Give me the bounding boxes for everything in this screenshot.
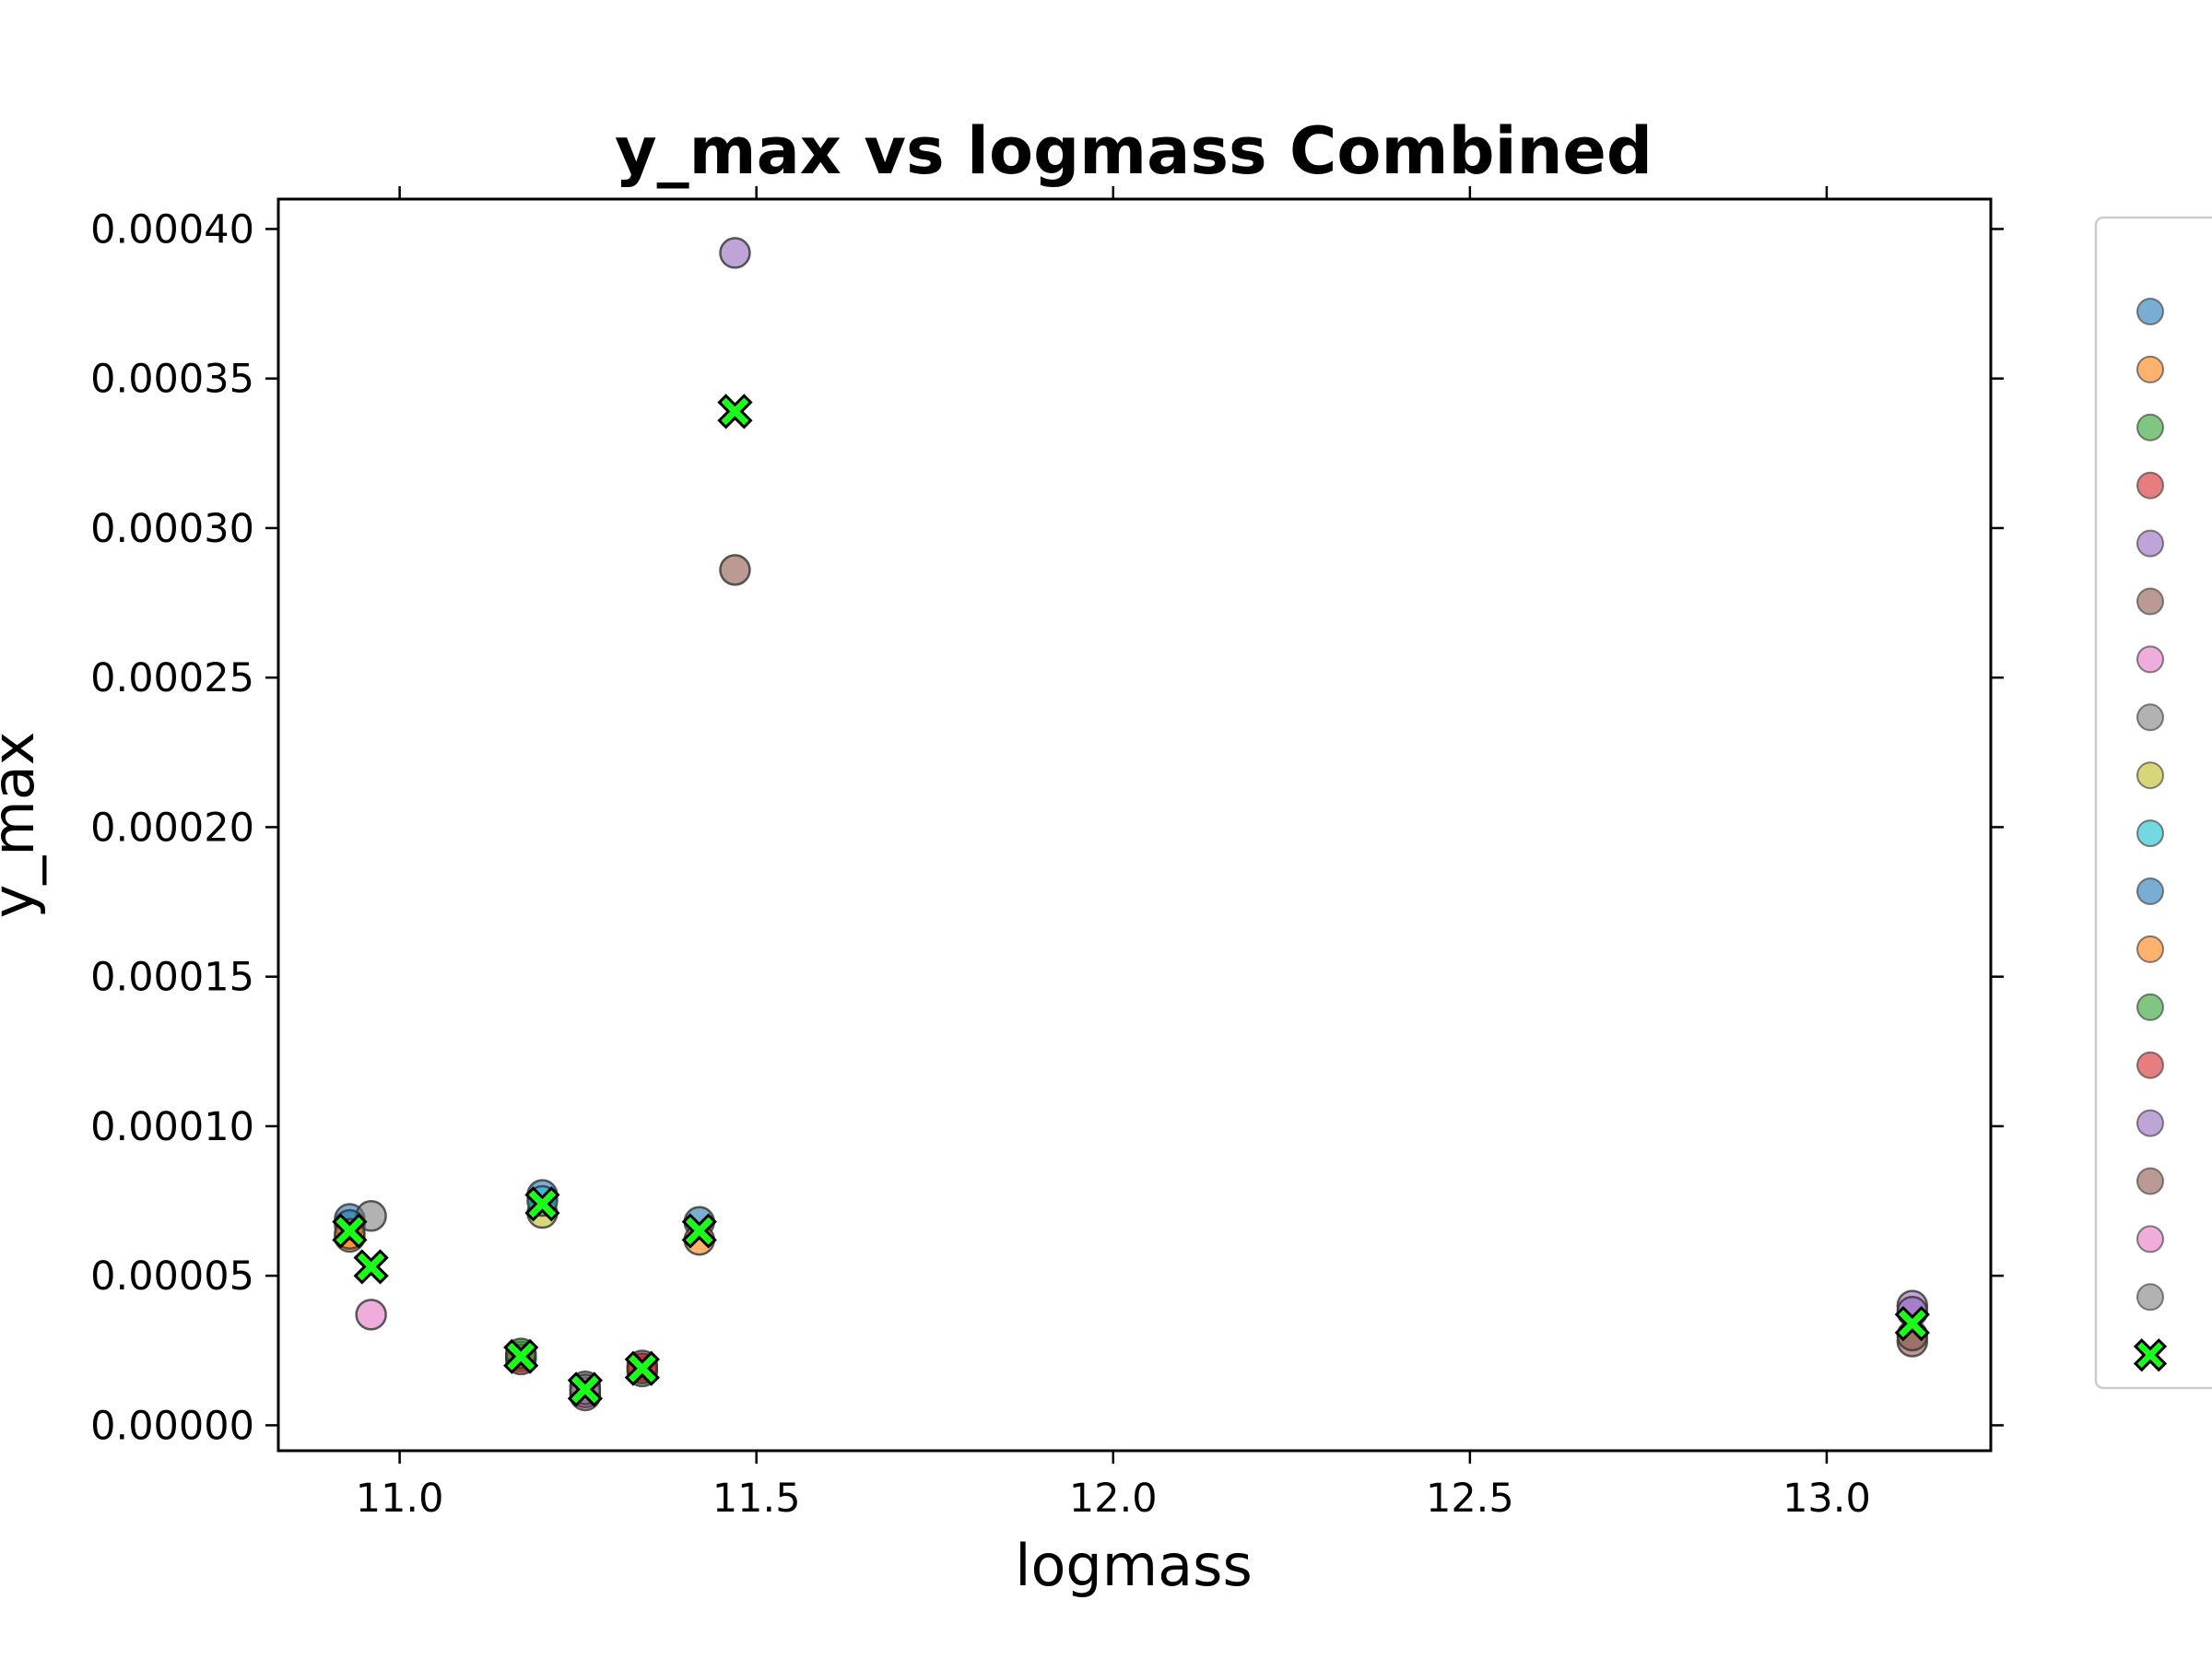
mean-marker	[1894, 1305, 1930, 1342]
mean-marker	[524, 1186, 560, 1222]
legend-marker	[2136, 1051, 2164, 1079]
x-axis-label: logmass	[1015, 1532, 1253, 1599]
legend-marker	[2136, 761, 2164, 790]
legend-marker	[2136, 355, 2164, 383]
mean-marker	[332, 1213, 368, 1249]
axis-ticks: 11.0 11.5 12.0 12.5 13.0 0.00000 0.00005 0.0001…	[90, 186, 2004, 1522]
legend-mean-marker	[2133, 1338, 2168, 1372]
legend-marker	[2136, 935, 2164, 963]
data-point	[719, 237, 751, 269]
legend-marker	[2136, 645, 2164, 674]
legend-marker	[2136, 298, 2164, 325]
mean-markers	[332, 394, 1930, 1407]
legend-marker	[2136, 1167, 2164, 1195]
mean-marker	[567, 1371, 604, 1407]
y-tick-label: 0.00000	[90, 1403, 254, 1449]
legend-marker	[2136, 1283, 2164, 1312]
legend	[2133, 298, 2168, 1372]
y-tick-label: 0.00035	[90, 357, 254, 403]
data-point	[719, 554, 751, 586]
legend-marker	[2136, 993, 2164, 1021]
legend-marker	[2136, 1109, 2164, 1137]
legend-marker	[2136, 877, 2164, 905]
mean-marker	[353, 1249, 389, 1285]
legend-marker	[2136, 587, 2164, 616]
plot-area	[276, 197, 1993, 1453]
mean-marker	[681, 1213, 717, 1249]
mean-marker	[503, 1338, 539, 1374]
y-tick-label: 0.00010	[90, 1104, 254, 1150]
legend-marker	[2136, 529, 2164, 558]
x-tick-label: 12.5	[1426, 1476, 1514, 1522]
x-tick-label: 12.0	[1069, 1476, 1158, 1522]
x-tick-label: 11.0	[356, 1476, 444, 1522]
y-tick-label: 0.00005	[90, 1253, 254, 1300]
legend-marker	[2136, 703, 2164, 732]
y-tick-label: 0.00030	[90, 506, 254, 552]
y-axis-label: y_max	[0, 732, 47, 919]
legend-marker	[2136, 413, 2164, 441]
chart-title: y_max vs logmass Combined	[615, 113, 1653, 189]
data-point	[355, 1299, 387, 1331]
legend-marker	[2136, 1225, 2164, 1253]
x-tick-label: 13.0	[1783, 1476, 1871, 1522]
mean-marker	[717, 394, 753, 429]
y-tick-label: 0.00025	[90, 655, 254, 701]
legend-marker	[2136, 819, 2164, 848]
y-tick-label: 0.00015	[90, 955, 254, 1001]
mean-marker	[624, 1350, 660, 1386]
y-tick-label: 0.00020	[90, 805, 254, 851]
legend-marker	[2136, 471, 2164, 500]
y-tick-label: 0.00040	[90, 206, 254, 253]
x-tick-label: 11.5	[712, 1476, 801, 1522]
legend-box	[2094, 216, 2212, 1390]
